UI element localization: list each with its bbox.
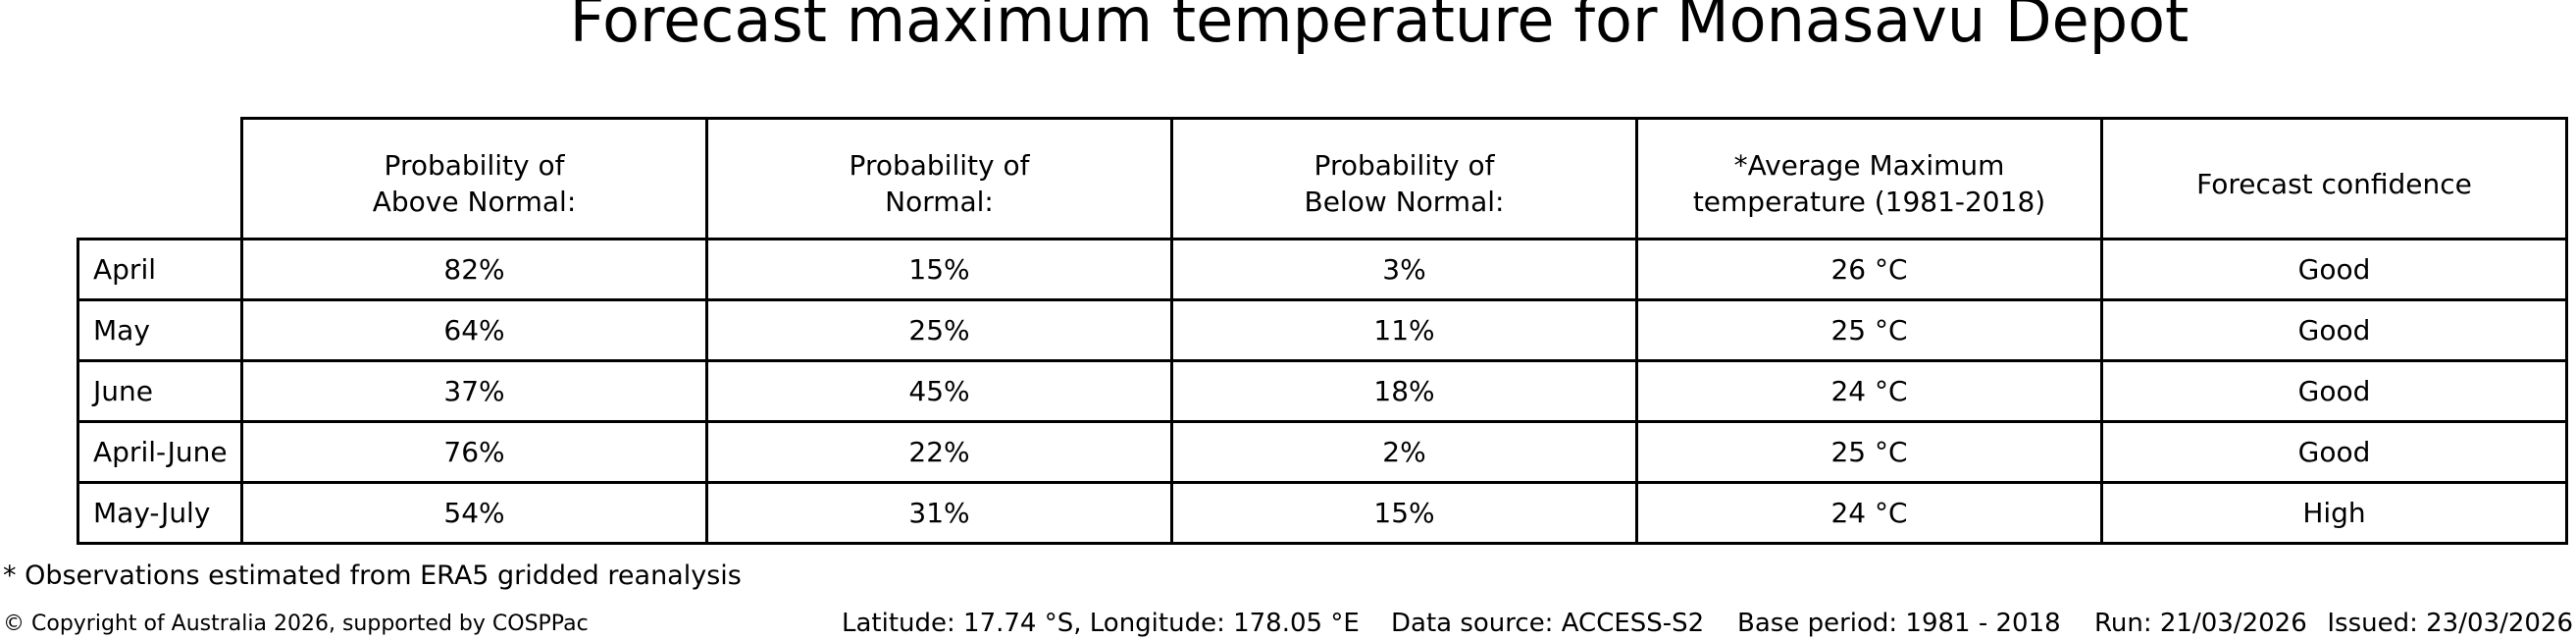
table-cell: 18% <box>1170 359 1638 423</box>
location-text: Latitude: 17.74 °S, Longitude: 178.05 °E <box>842 609 1360 638</box>
row-label: May <box>77 298 243 362</box>
table-cell: Good <box>2100 298 2568 362</box>
table-cell: 64% <box>240 298 708 362</box>
column-header-line: temperature (1981-2018) <box>1692 186 2046 218</box>
row-label: April <box>77 238 243 301</box>
page-title: Forecast maximum temperature for Monasav… <box>569 0 2190 56</box>
column-header: *Average Maximum temperature (1981-2018) <box>1635 117 2103 240</box>
row-label: April-June <box>77 420 243 484</box>
table-cell: 26 °C <box>1635 238 2103 301</box>
issued-date-text: Issued: 23/03/2026 <box>2327 609 2573 638</box>
column-header: Probability of Above Normal: <box>240 117 708 240</box>
column-header-line: Probability of <box>384 149 565 182</box>
table-cell: High <box>2100 481 2568 545</box>
table-cell: 11% <box>1170 298 1638 362</box>
table-cell: 82% <box>240 238 708 301</box>
table-cell: 54% <box>240 481 708 545</box>
column-header-line: Above Normal: <box>372 186 577 218</box>
corner-cell <box>78 119 242 240</box>
table-row: April 82% 15% 3% 26 °C Good <box>77 238 2568 301</box>
base-period-text: Base period: 1981 - 2018 <box>1737 609 2061 638</box>
table-cell: Good <box>2100 238 2568 301</box>
table-cell: 3% <box>1170 238 1638 301</box>
table-cell: Good <box>2100 420 2568 484</box>
column-header-line: Below Normal: <box>1304 186 1505 218</box>
forecast-table: Probability of Above Normal: Probability o… <box>77 117 2568 545</box>
table-cell: 25 °C <box>1635 298 2103 362</box>
column-header-line: Forecast confidence <box>2196 167 2472 200</box>
table-cell: 22% <box>705 420 1173 484</box>
row-label: May-July <box>77 481 243 545</box>
table-cell: 25 °C <box>1635 420 2103 484</box>
table-row: April-June 76% 22% 2% 25 °C Good <box>77 420 2568 484</box>
column-header-line: Normal: <box>885 186 994 218</box>
column-header: Forecast confidence <box>2100 117 2568 240</box>
table-cell: 31% <box>705 481 1173 545</box>
table-cell: 25% <box>705 298 1173 362</box>
table-cell: 24 °C <box>1635 359 2103 423</box>
table-cell: Good <box>2100 359 2568 423</box>
column-header: Probability of Below Normal: <box>1170 117 1638 240</box>
table-row: June 37% 45% 18% 24 °C Good <box>77 359 2568 423</box>
column-header-line: Probability of <box>1314 149 1495 182</box>
table-cell: 76% <box>240 420 708 484</box>
run-date-text: Run: 21/03/2026 <box>2094 609 2307 638</box>
header-row: Probability of Above Normal: Probability o… <box>78 117 2568 240</box>
table-cell: 15% <box>705 238 1173 301</box>
data-source-text: Data source: ACCESS-S2 <box>1391 609 1705 638</box>
table-cell: 15% <box>1170 481 1638 545</box>
table-header: Probability of Above Normal: Probability o… <box>78 117 2568 240</box>
table-row: May-July 54% 31% 15% 24 °C High <box>77 481 2568 545</box>
table-body: April 82% 15% 3% 26 °C Good May 64% 25% 11% 25 °C G… <box>77 238 2568 545</box>
table-cell: 2% <box>1170 420 1638 484</box>
row-label: June <box>77 359 243 423</box>
copyright-text: © Copyright of Australia 2026, supported… <box>3 612 589 636</box>
table-row: May 64% 25% 11% 25 °C Good <box>77 298 2568 362</box>
table-cell: 24 °C <box>1635 481 2103 545</box>
footnote: * Observations estimated from ERA5 gridd… <box>3 560 742 591</box>
table-cell: 37% <box>240 359 708 423</box>
column-header-line: *Average Maximum <box>1733 149 2005 182</box>
column-header: Probability of Normal: <box>705 117 1173 240</box>
column-header-line: Probability of <box>849 149 1030 182</box>
table-cell: 45% <box>705 359 1173 423</box>
